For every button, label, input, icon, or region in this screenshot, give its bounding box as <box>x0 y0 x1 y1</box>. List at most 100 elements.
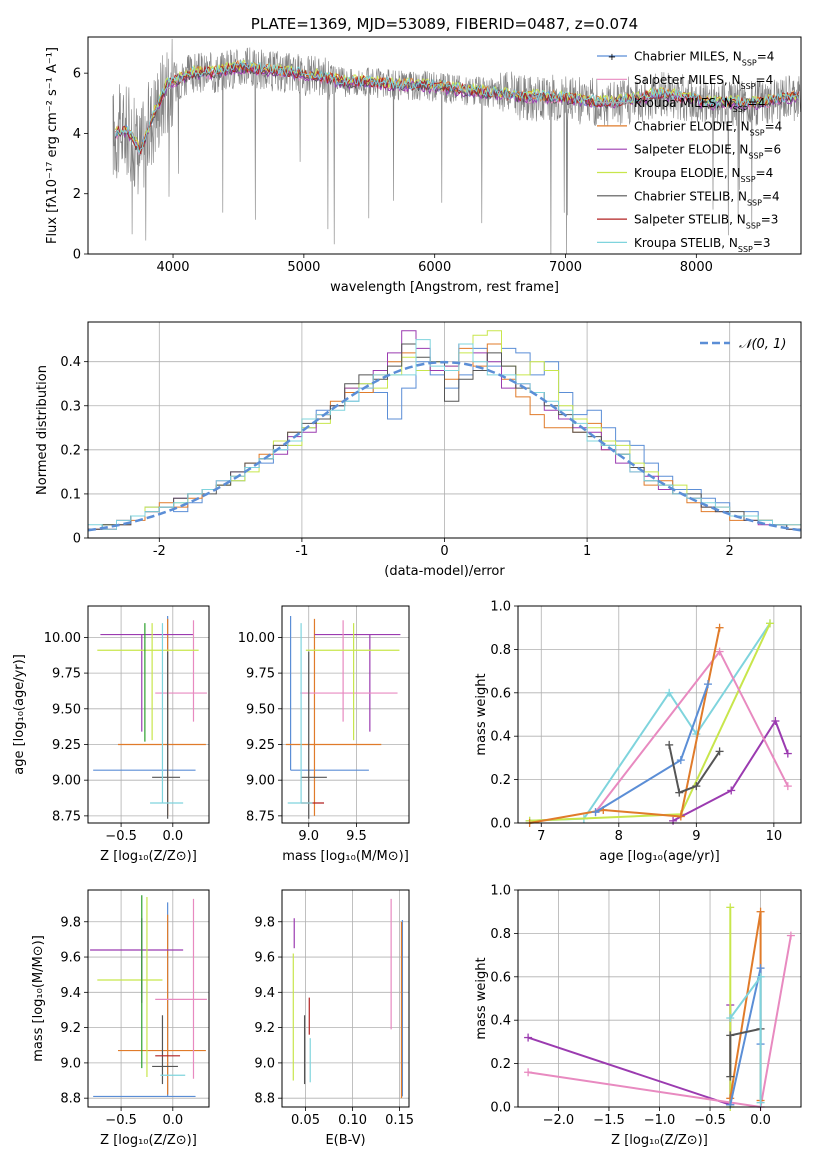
y-tick-label: 0 <box>73 532 81 547</box>
y-tick-label: 9.2 <box>254 1021 275 1036</box>
y-tick-label: 0.0 <box>490 817 511 832</box>
y-tick-label: 1.0 <box>490 600 511 615</box>
y-tick-label: 0.0 <box>490 1101 511 1116</box>
x-tick-label: 4000 <box>156 260 189 275</box>
y-tick-label: 0.4 <box>60 355 81 370</box>
x-axis-label: Z [log₁₀(Z/Z⊙)] <box>100 1133 197 1148</box>
y-tick-label: 0.2 <box>60 443 81 458</box>
chart-age_vs_Z: −0.5 0.0 8.75 9.00 9.25 9.50 9.75 10.00 Z [log₁₀… <box>12 605 210 864</box>
x-axis-label: E(B-V) <box>325 1133 365 1148</box>
chart-title: PLATE=1369, MJD=53089, FIBERID=0487, z=0… <box>251 15 638 33</box>
axes-frame <box>281 605 410 824</box>
y-tick-label: 1.0 <box>490 884 511 899</box>
x-tick-label: 9.5 <box>346 829 367 844</box>
legend-label: Salpeter ELODIE, NSSP=6 <box>634 143 781 161</box>
y-tick-label: 9.50 <box>246 702 275 717</box>
x-tick-label: -1 <box>295 544 308 559</box>
axes-frame <box>517 605 802 824</box>
weight-series-line <box>529 627 721 824</box>
y-tick-label: 9.25 <box>246 738 275 753</box>
x-axis-label: Z [log₁₀(Z/Z⊙)] <box>100 849 197 864</box>
x-tick-label: −0.5 <box>694 1113 726 1128</box>
chart-mass_vs_ebv: 0.05 0.10 0.15 8.8 9.0 9.2 9.4 9.6 9.8 E(B-V) <box>254 889 414 1148</box>
y-tick-label: 9.0 <box>254 1056 275 1071</box>
y-tick-label: 10.00 <box>238 631 275 646</box>
x-axis-label: wavelength [Angstrom, rest frame] <box>330 280 559 295</box>
y-tick-label: 9.4 <box>254 986 275 1001</box>
x-tick-label: 0.15 <box>385 1113 414 1128</box>
plot-area <box>292 898 404 1099</box>
x-tick-label: 9.0 <box>298 829 319 844</box>
y-tick-label: 9.75 <box>52 667 81 682</box>
x-axis-label: Z [log₁₀(Z/Z⊙)] <box>611 1133 708 1148</box>
legend-label: Chabrier MILES, NSSP=4 <box>634 50 774 68</box>
y-tick-label: 0.3 <box>60 399 81 414</box>
y-tick-label: 0.1 <box>60 487 81 502</box>
y-tick-label: 9.4 <box>60 986 81 1001</box>
x-tick-label: 0.05 <box>291 1113 320 1128</box>
x-tick-label: 8000 <box>680 260 713 275</box>
plot-area <box>285 615 401 819</box>
axes-frame <box>87 889 210 1108</box>
y-tick-label: 2 <box>73 187 81 202</box>
legend-label: Salpeter MILES, NSSP=4 <box>634 73 773 91</box>
legend-label: 𝒩(0, 1) <box>739 337 786 352</box>
x-tick-label: 10 <box>766 829 783 844</box>
x-axis-label: (data-model)/error <box>384 564 505 579</box>
y-axis-label: mass [log₁₀(M/M⊙)] <box>31 935 46 1062</box>
x-tick-label: 2 <box>726 544 734 559</box>
y-tick-label: 0.4 <box>490 730 511 745</box>
x-axis-label: mass [log₁₀(M/M⊙)] <box>282 849 409 864</box>
x-tick-label: 8 <box>615 829 623 844</box>
weight-series-line <box>529 622 771 822</box>
legend-label: Kroupa ELODIE, NSSP=4 <box>634 166 773 184</box>
legend: 𝒩(0, 1) <box>700 337 786 352</box>
axes-frame <box>517 889 802 1108</box>
legend-label: Salpeter STELIB, NSSP=3 <box>634 213 778 231</box>
y-tick-label: 9.00 <box>246 774 275 789</box>
x-tick-label: 0.0 <box>162 829 183 844</box>
y-tick-label: 9.6 <box>60 951 81 966</box>
plot-area <box>112 38 801 254</box>
y-tick-label: 9.8 <box>254 915 275 930</box>
axes-frame <box>87 36 802 255</box>
x-tick-label: 1 <box>583 544 591 559</box>
chart-mass_weight_vs_Z: −2.0 −1.5 −1.0 −0.5 0.0 0.0 0.2 0.4 0.6 0.8 1.0 Z [… <box>474 884 802 1148</box>
axes-frame <box>87 605 210 824</box>
x-tick-label: 7000 <box>549 260 582 275</box>
y-tick-label: 0.2 <box>490 773 511 788</box>
histogram-series <box>87 339 801 538</box>
y-tick-label: 9.2 <box>60 1021 81 1036</box>
weight-series-line <box>668 744 721 794</box>
x-tick-label: 0 <box>440 544 448 559</box>
y-tick-label: 0.6 <box>490 686 511 701</box>
x-tick-label: 0.0 <box>750 1113 771 1128</box>
plot-area <box>525 619 792 827</box>
chart-mass_weight_vs_age: 7 8 9 10 0.0 0.2 0.4 0.6 0.8 1.0 age [log₁₀(age/yr… <box>474 600 802 864</box>
legend-label: Kroupa STELIB, NSSP=3 <box>634 236 771 254</box>
y-tick-label: 0.6 <box>490 970 511 985</box>
legend: + Chabrier MILES, NSSP=4 Salpeter MILES, N… <box>597 50 782 254</box>
chart-spectrum: 4000 5000 6000 7000 8000 0 2 4 6 wavelength [Angs… <box>45 36 802 295</box>
weight-series-line <box>729 911 762 1101</box>
y-tick-label: 8.75 <box>246 809 275 824</box>
y-tick-label: 8.75 <box>52 809 81 824</box>
y-tick-label: 0.2 <box>490 1057 511 1072</box>
y-tick-label: 9.0 <box>60 1056 81 1071</box>
y-tick-label: 0.8 <box>490 643 511 658</box>
x-axis-label: age [log₁₀(age/yr)] <box>599 849 720 864</box>
x-tick-label: −1.0 <box>644 1113 676 1128</box>
y-tick-label: 9.25 <box>52 738 81 753</box>
x-tick-label: −0.5 <box>105 829 137 844</box>
y-tick-label: 9.50 <box>52 702 81 717</box>
chart-age_vs_mass: 9.0 9.5 8.75 9.00 9.25 9.50 9.75 10.00 mass [log… <box>238 605 410 864</box>
y-tick-label: 0.4 <box>490 1014 511 1029</box>
x-tick-label: −1.5 <box>593 1113 625 1128</box>
y-tick-label: 9.6 <box>254 951 275 966</box>
y-tick-label: 4 <box>73 127 81 142</box>
chart-residuals: -2 -1 0 1 2 0 0.1 0.2 0.3 0.4 (data-model)/error No… <box>35 321 802 579</box>
x-tick-label: −0.5 <box>105 1113 137 1128</box>
x-tick-label: 5000 <box>287 260 320 275</box>
weight-series-line <box>729 967 762 1106</box>
